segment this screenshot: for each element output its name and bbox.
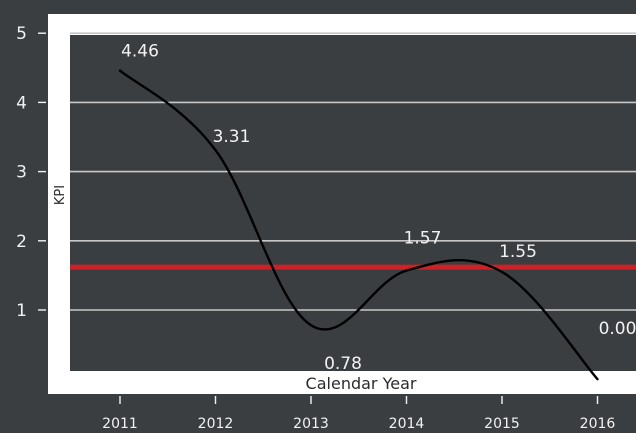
x-tick-label-2016: 2016 [580,416,616,432]
x-tick-label-2015: 2015 [484,416,520,432]
y-tick-label-1: 1 [16,301,27,321]
data-label-2015: 1.55 [499,242,537,262]
data-label-2014: 1.57 [404,229,442,249]
data-point-2011 [118,69,122,72]
y-tick-label-4: 4 [16,93,27,113]
x-tick-label-2014: 2014 [389,416,425,432]
data-point-2012 [214,148,217,152]
x-tick-label-2012: 2012 [198,416,234,432]
y-axis-title: KPI [53,185,68,205]
data-label-2012: 3.31 [213,127,251,147]
data-label-2016: 0.00 [599,319,636,339]
y-tick-label-2: 2 [16,232,27,252]
data-point-2014 [405,269,408,272]
data-point-2015 [500,270,504,274]
kpi-series-line [119,69,599,380]
data-point-2013 [309,324,313,327]
x-axis-title: Calendar Year [306,374,417,393]
y-tick-label-3: 3 [16,163,27,183]
data-label-2011: 4.46 [121,42,159,62]
data-point-2016 [596,378,599,381]
x-tick-label-2011: 2011 [102,416,138,432]
data-label-2013: 0.78 [324,354,362,374]
y-tick-label-5: 5 [16,24,27,44]
x-tick-label-2013: 2013 [293,416,329,432]
